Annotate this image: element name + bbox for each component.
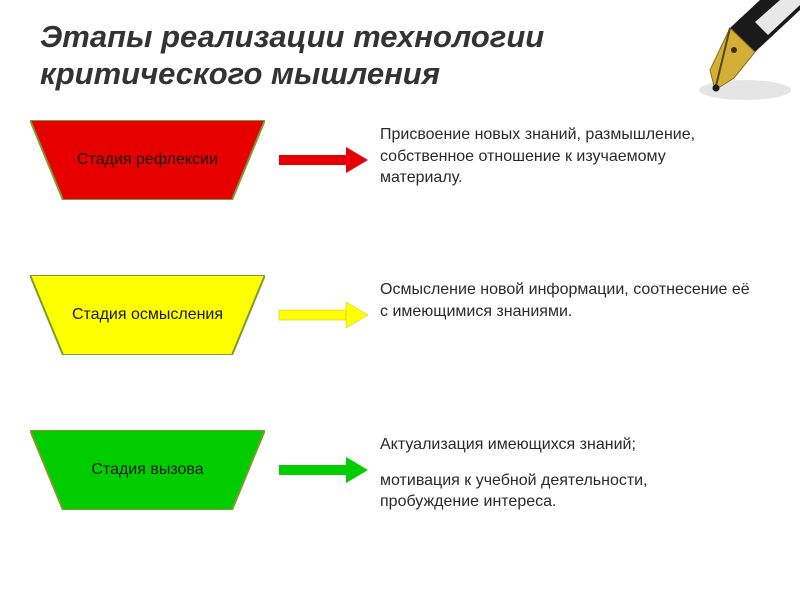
stage-trapezoid-reflection: Стадия рефлексии [30, 120, 265, 200]
stage-row-challenge: Стадия вызова Актуализация имеющихся зна… [30, 430, 770, 513]
stage-desc-challenge-2: мотивация к учебной деятельности, пробуж… [380, 466, 750, 513]
stage-label-comprehension: Стадия осмысления [30, 275, 265, 355]
stage-desc-challenge-1: Актуализация имеющихся знаний; [380, 430, 750, 456]
stage-arrow-comprehension [265, 275, 380, 355]
stage-arrow-reflection [265, 120, 380, 200]
stage-desc-wrap-reflection: Присвоение новых знаний, размышление, со… [380, 120, 750, 189]
stage-label-reflection: Стадия рефлексии [30, 120, 265, 200]
stage-desc-comprehension: Осмысление новой информации, соотнесение… [380, 275, 750, 322]
stage-row-reflection: Стадия рефлексии Присвоение новых знаний… [30, 120, 770, 200]
page-title: Этапы реализации технологии критического… [40, 18, 600, 92]
stage-trapezoid-challenge: Стадия вызова [30, 430, 265, 510]
stage-trapezoid-comprehension: Стадия осмысления [30, 275, 265, 355]
stage-desc-reflection: Присвоение новых знаний, размышление, со… [380, 120, 750, 189]
stage-label-challenge: Стадия вызова [30, 430, 265, 510]
stage-arrow-challenge [265, 430, 380, 510]
stage-row-comprehension: Стадия осмысления Осмысление новой инфор… [30, 275, 770, 355]
stage-desc-wrap-challenge: Актуализация имеющихся знаний; мотивация… [380, 430, 750, 513]
stage-desc-wrap-comprehension: Осмысление новой информации, соотнесение… [380, 275, 750, 322]
fountain-pen-icon [660, 0, 800, 110]
